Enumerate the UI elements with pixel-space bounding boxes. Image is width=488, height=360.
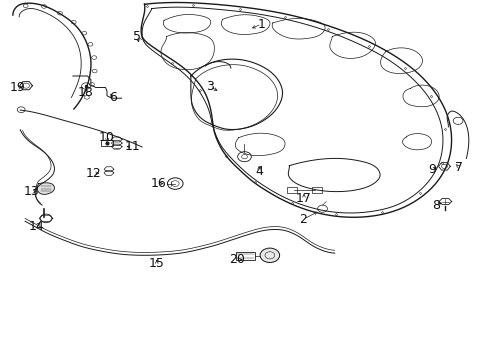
Bar	[287, 187, 297, 193]
Text: 12: 12	[85, 167, 101, 180]
Text: 13: 13	[23, 185, 39, 198]
Text: 5: 5	[133, 30, 141, 43]
Text: 2: 2	[299, 213, 306, 226]
Polygon shape	[37, 183, 54, 194]
Text: 3: 3	[206, 80, 214, 93]
Text: 19: 19	[10, 81, 25, 94]
Bar	[311, 187, 321, 193]
Bar	[235, 252, 255, 260]
Circle shape	[260, 248, 279, 262]
Text: 11: 11	[124, 140, 140, 153]
Text: 14: 14	[28, 220, 44, 233]
Text: 20: 20	[229, 253, 244, 266]
Text: 17: 17	[295, 192, 311, 205]
Text: 4: 4	[255, 165, 263, 177]
Text: 9: 9	[427, 163, 435, 176]
Text: 10: 10	[99, 131, 115, 144]
Text: 16: 16	[150, 177, 166, 190]
Text: 8: 8	[431, 199, 439, 212]
Text: 18: 18	[78, 86, 94, 99]
Text: 15: 15	[148, 257, 164, 270]
Text: 1: 1	[257, 18, 265, 31]
Text: 6: 6	[109, 91, 117, 104]
Text: 7: 7	[454, 161, 462, 174]
Bar	[101, 140, 113, 146]
